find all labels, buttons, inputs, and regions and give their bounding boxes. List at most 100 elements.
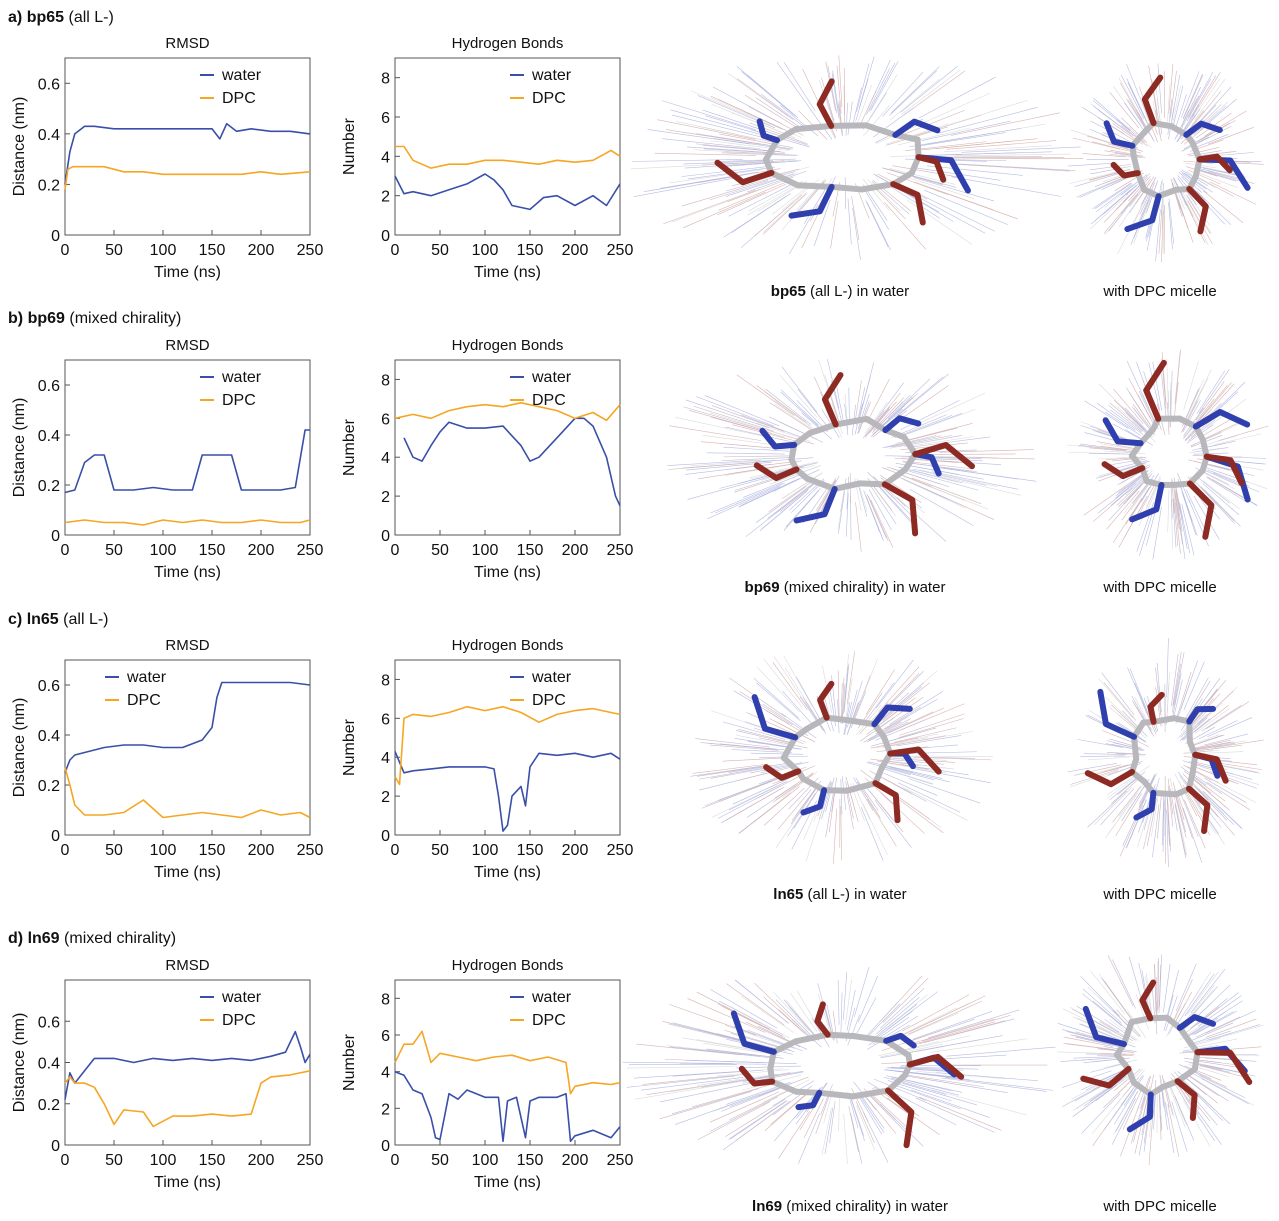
chart-title: RMSD (165, 35, 209, 52)
conformer-ensemble-lines (1067, 349, 1269, 560)
y-axis-label: Distance (nm) (11, 698, 28, 798)
x-axis-label: Time (ns) (474, 864, 541, 881)
x-tick-label: 50 (431, 242, 449, 259)
y-axis-label: Distance (nm) (11, 398, 28, 498)
side-chain-sticks (714, 78, 971, 226)
y-tick-label: 2 (381, 189, 390, 206)
x-tick-label: 150 (199, 1152, 226, 1169)
x-tick-label: 250 (297, 842, 324, 859)
y-tick-label: 0 (381, 528, 390, 545)
y-tick-label: 0.4 (38, 127, 60, 144)
x-tick-label: 0 (391, 542, 400, 559)
conformer-ensemble-lines (622, 966, 1056, 1164)
x-tick-label: 250 (607, 242, 634, 259)
chart-title: Hydrogen Bonds (452, 957, 564, 974)
panel-a-note: (all L-) (68, 9, 114, 26)
y-axis-label: Distance (nm) (11, 1013, 28, 1113)
x-tick-label: 200 (562, 1152, 589, 1169)
x-axis-label: Time (ns) (154, 264, 221, 281)
caption-a-water-rest: (all L-) in water (809, 283, 910, 300)
legend-label: water (531, 669, 572, 686)
x-tick-label: 100 (150, 242, 177, 259)
panel-a-label: a) (8, 9, 23, 26)
series-line-water (64, 681, 311, 773)
x-tick-label: 200 (248, 842, 275, 859)
x-tick-label: 100 (472, 542, 499, 559)
chart-title: Hydrogen Bonds (452, 637, 564, 654)
y-tick-label: 4 (381, 149, 390, 166)
x-tick-label: 0 (391, 1152, 400, 1169)
x-tick-label: 150 (517, 1152, 544, 1169)
series-line-dpc (395, 145, 621, 169)
caption-c-dpc: with DPC micelle (1103, 886, 1217, 903)
y-tick-label: 4 (381, 750, 390, 767)
y-axis-label: Number (341, 1033, 358, 1091)
plot-frame (394, 57, 621, 236)
legend-label: water (531, 989, 572, 1006)
y-tick-label: 0.4 (38, 428, 60, 445)
side-chain-sticks (1080, 979, 1253, 1133)
series-line-dpc (394, 402, 621, 422)
y-tick-label: 0.6 (38, 678, 60, 695)
panel-b-label: b) (8, 310, 24, 327)
legend-label: water (221, 369, 262, 386)
plot-frame (394, 359, 621, 536)
x-tick-label: 50 (105, 242, 123, 259)
y-tick-label: 0 (381, 1138, 390, 1155)
plot-frame (394, 659, 621, 836)
y-tick-label: 8 (381, 991, 390, 1008)
panel-c-name: ln65 (26, 611, 59, 628)
y-tick-label: 0 (381, 228, 390, 245)
caption-b-water: bp69 (mixed chirality) in water (680, 579, 1010, 596)
chart-b-rmsd: RMSD 0 50 100 150 200 250 0 0.2 0.4 0.6 Time (ns) Di… (11, 337, 324, 581)
x-axis-label: Time (ns) (154, 564, 221, 581)
x-tick-label: 100 (472, 842, 499, 859)
legend-label: water (221, 67, 262, 84)
x-tick-label: 200 (562, 542, 589, 559)
series-line-dpc (394, 705, 621, 786)
structure-b-dpc (1067, 349, 1269, 560)
x-tick-label: 150 (199, 542, 226, 559)
x-tick-label: 200 (248, 1152, 275, 1169)
caption-d-water: ln69 (mixed chirality) in water (680, 1198, 1020, 1215)
conformer-ensemble-lines (667, 359, 1037, 552)
x-tick-label: 50 (105, 542, 123, 559)
panel-a-title: a) bp65 (all L-) (8, 9, 114, 27)
chart-d-hb: Hydrogen Bonds 0 50 100 150 200 250 0 2 4 6 8 Time (… (341, 957, 633, 1191)
x-tick-label: 250 (297, 542, 324, 559)
caption-d-water-name: ln69 (752, 1198, 783, 1215)
y-tick-label: 0 (51, 528, 60, 545)
series-line-dpc (64, 1070, 311, 1128)
y-tick-label: 0.4 (38, 728, 60, 745)
y-tick-label: 2 (381, 489, 390, 506)
plot-frame (64, 359, 311, 536)
x-tick-label: 100 (150, 842, 177, 859)
x-tick-label: 0 (61, 242, 70, 259)
y-tick-label: 0.2 (38, 778, 60, 795)
x-axis-label: Time (ns) (474, 1174, 541, 1191)
caption-b-water-rest: (mixed chirality) in water (783, 579, 946, 596)
x-tick-label: 150 (517, 542, 544, 559)
panel-d-name: ln69 (27, 930, 60, 947)
y-axis-label: Number (341, 117, 358, 175)
structure-c-dpc (1067, 638, 1264, 867)
panel-c-note: (all L-) (63, 611, 109, 628)
legend-label: DPC (532, 1012, 566, 1029)
structure-d-dpc (1057, 954, 1264, 1166)
x-tick-label: 100 (472, 242, 499, 259)
x-tick-label: 100 (150, 542, 177, 559)
legend-label: DPC (532, 392, 566, 409)
x-axis-label: Time (ns) (154, 864, 221, 881)
chart-title: Hydrogen Bonds (452, 35, 564, 52)
caption-d-water-rest: (mixed chirality) in water (786, 1198, 948, 1215)
y-tick-label: 8 (381, 372, 390, 389)
structure-b-water (667, 359, 1037, 552)
y-tick-label: 0.2 (38, 177, 60, 194)
y-tick-label: 6 (381, 110, 390, 127)
caption-c-water: ln65 (all L-) in water (690, 886, 990, 903)
caption-a-water-name: bp65 (770, 283, 806, 300)
caption-a-dpc: with DPC micelle (1103, 283, 1217, 300)
legend-label: water (531, 67, 572, 84)
conformer-ensemble-lines (1067, 638, 1264, 867)
side-chain-sticks (1101, 359, 1251, 540)
